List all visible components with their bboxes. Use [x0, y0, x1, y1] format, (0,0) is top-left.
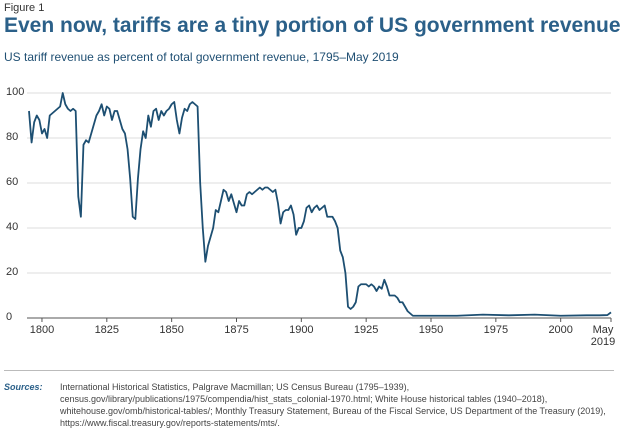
- chart-title: Even now, tariffs are a tiny portion of …: [4, 14, 620, 37]
- data-line: [28, 92, 612, 317]
- chart: 0 20 40 60 80 100 1800 1825 1850 1875 1900 1925 1950…: [6, 86, 615, 348]
- chart-subtitle: US tariff revenue as percent of total go…: [4, 50, 399, 64]
- x-tick-label: 1975: [484, 324, 508, 336]
- x-tick-label: 1875: [224, 324, 248, 336]
- y-tick-label: 100: [6, 86, 24, 98]
- y-tick-label: 40: [6, 221, 18, 233]
- separator: [4, 370, 614, 371]
- x-tick-label: 1925: [354, 324, 378, 336]
- sources-text: International Historical Statistics, Pal…: [60, 382, 606, 428]
- x-tick-label: 1850: [159, 324, 183, 336]
- sources: Sources: International Historical Statis…: [4, 381, 616, 429]
- sources-label: Sources:: [4, 382, 43, 392]
- figure-label: Figure 1: [4, 2, 45, 14]
- x-tick-label: 1900: [289, 324, 313, 336]
- y-tick-label: 80: [6, 131, 18, 143]
- x-tick-label: 1825: [95, 324, 119, 336]
- x-tick-label: 1950: [419, 324, 443, 336]
- y-tick-label: 20: [6, 266, 18, 278]
- y-tick-label: 0: [6, 311, 12, 323]
- x-tick-label: 2000: [548, 324, 572, 336]
- x-tick-label: May 2019: [591, 324, 615, 348]
- x-tick-label: 1800: [30, 324, 54, 336]
- y-tick-label: 60: [6, 176, 18, 188]
